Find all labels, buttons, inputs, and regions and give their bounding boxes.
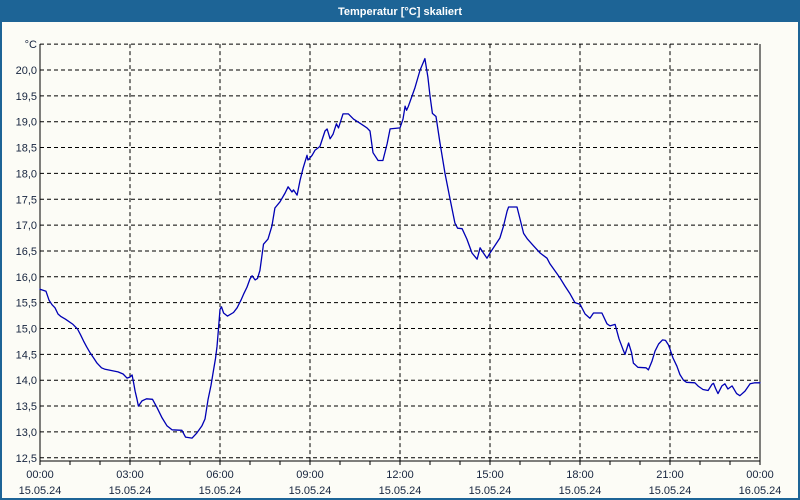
y-axis-tick-label: 16,5 [16,246,37,258]
y-axis-unit-label: °C [25,39,37,51]
x-axis-date-label: 15.05.24 [649,485,692,497]
y-axis-tick-label: 15,0 [16,324,37,336]
y-axis-tick-label: 18,0 [16,168,37,180]
x-axis-date-label: 15.05.24 [379,485,422,497]
x-axis-time-label: 00:00 [26,469,54,481]
y-axis-tick-label: 18,5 [16,143,37,155]
x-axis-time-label: 06:00 [206,469,234,481]
title-bar[interactable]: Temperatur [°C] skaliert [2,2,798,22]
y-axis-tick-label: 20,0 [16,65,37,77]
x-axis-date-label: 15.05.24 [559,485,602,497]
y-axis-tick-label: 15,5 [16,298,37,310]
x-axis-time-label: 21:00 [656,469,684,481]
y-axis-tick-label: 13,5 [16,401,37,413]
y-axis-tick-label: 13,0 [16,427,37,439]
x-axis-time-label: 15:00 [476,469,504,481]
y-axis-tick-label: 16,0 [16,272,37,284]
y-axis-tick-label: 17,5 [16,194,37,206]
x-axis-date-label: 15.05.24 [289,485,332,497]
x-axis-date-label: 15.05.24 [199,485,242,497]
y-axis-tick-label: 17,0 [16,220,37,232]
x-axis-date-label: 15.05.24 [469,485,512,497]
x-axis-time-label: 03:00 [116,469,144,481]
y-axis-tick-label: 12,5 [16,453,37,465]
x-axis-date-label: 15.05.24 [19,485,62,497]
x-axis-time-label: 00:00 [746,469,774,481]
y-axis-tick-label: 14,0 [16,375,37,387]
y-axis-tick-label: 19,0 [16,117,37,129]
y-axis-tick-label: 19,5 [16,91,37,103]
y-axis-tick-label: 14,5 [16,349,37,361]
x-axis-date-label: 16.05.24 [739,485,782,497]
x-axis-date-label: 15.05.24 [109,485,152,497]
window-title: Temperatur [°C] skaliert [337,6,462,18]
x-axis-time-label: 09:00 [296,469,324,481]
x-axis-time-label: 18:00 [566,469,594,481]
x-axis-time-label: 12:00 [386,469,414,481]
temperature-line [39,57,761,439]
